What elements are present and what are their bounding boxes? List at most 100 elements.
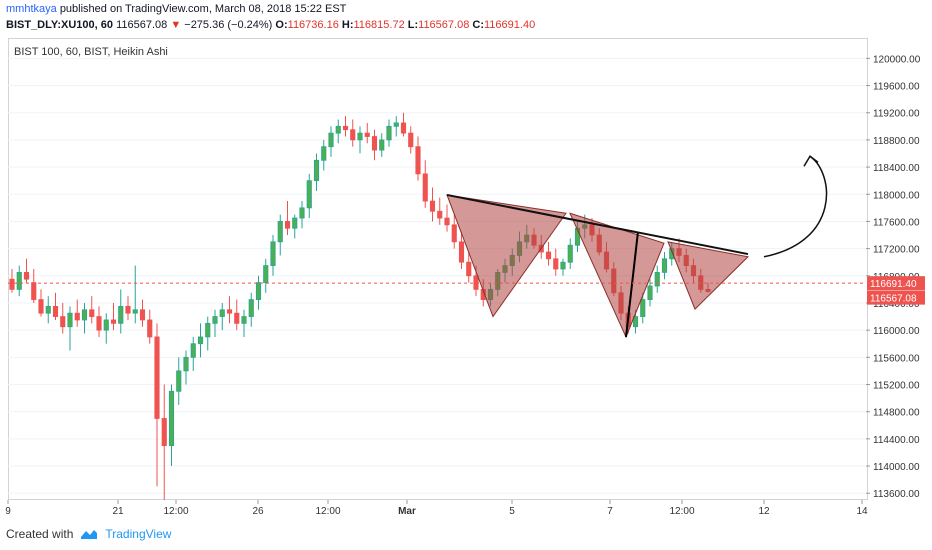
candle-body bbox=[147, 319, 153, 338]
candle-body bbox=[23, 271, 30, 280]
candle-body bbox=[422, 173, 428, 202]
candle-body bbox=[400, 122, 407, 134]
high-label: H: bbox=[341, 19, 354, 31]
candle-body bbox=[277, 221, 283, 243]
y-tick-label: 113600.00 bbox=[873, 489, 920, 500]
candle-body bbox=[81, 309, 88, 321]
candle-body bbox=[451, 224, 457, 243]
ohlc-line: BIST_DLY:XU100, 60 116567.08 ▼ −275.36 (… bbox=[6, 19, 535, 31]
candle-body bbox=[176, 370, 182, 392]
candle-body bbox=[429, 200, 436, 212]
candle-body bbox=[458, 241, 465, 263]
pattern-triangle bbox=[569, 212, 665, 339]
candle-body bbox=[16, 271, 22, 290]
y-tick-label: 118400.00 bbox=[873, 163, 920, 174]
candle-body bbox=[466, 261, 472, 277]
candle-body bbox=[154, 336, 160, 419]
candle-body bbox=[545, 251, 552, 260]
y-tick-label: 115600.00 bbox=[873, 353, 920, 364]
candle-body bbox=[342, 125, 349, 131]
author-link[interactable]: mmhtkaya bbox=[6, 3, 57, 15]
y-tick-label: 115200.00 bbox=[873, 381, 920, 392]
candle-body bbox=[357, 132, 363, 141]
symbol-label: BIST_DLY:XU100, 60 bbox=[6, 19, 113, 31]
y-tick-label: 118000.00 bbox=[873, 190, 920, 201]
y-tick-label: 114000.00 bbox=[873, 462, 920, 473]
price-change: −275.36 (−0.24%) bbox=[184, 19, 273, 31]
candle-body bbox=[553, 258, 559, 270]
candle-body bbox=[408, 132, 414, 148]
y-tick-label: 117200.00 bbox=[873, 245, 920, 256]
candle-body bbox=[328, 132, 334, 148]
candle-body bbox=[110, 319, 117, 324]
candle-body bbox=[168, 390, 175, 447]
candle-body bbox=[560, 261, 566, 270]
y-tick-label: 117600.00 bbox=[873, 217, 920, 228]
candle-body bbox=[437, 210, 443, 219]
low-label: L: bbox=[407, 19, 419, 31]
candle-body bbox=[226, 309, 233, 314]
y-tick-label: 114400.00 bbox=[873, 435, 920, 446]
candle-body bbox=[89, 309, 95, 317]
candle-body bbox=[67, 312, 73, 328]
candle-body bbox=[350, 129, 356, 141]
candle-body bbox=[241, 316, 247, 324]
candle-body bbox=[234, 312, 240, 324]
high-value: 116815.72 bbox=[353, 19, 405, 31]
candle-body bbox=[284, 221, 291, 229]
candle-body bbox=[205, 322, 211, 338]
open-label: O: bbox=[275, 19, 288, 31]
chart-frame bbox=[8, 38, 868, 500]
candle-body bbox=[364, 132, 370, 137]
candle-body bbox=[335, 125, 341, 134]
candle-body bbox=[306, 180, 312, 209]
candle-body bbox=[270, 241, 276, 267]
candle-body bbox=[632, 316, 639, 328]
candle-body bbox=[38, 299, 44, 314]
candle-body bbox=[118, 305, 124, 324]
candle-body bbox=[60, 316, 66, 328]
close-label: C: bbox=[472, 19, 484, 31]
neckline bbox=[446, 193, 749, 256]
x-tick-label: 26 bbox=[252, 506, 264, 517]
candle-body bbox=[183, 356, 189, 372]
chart-legend: BIST 100, 60, BIST, Heikin Ashi bbox=[14, 46, 168, 58]
pattern-triangle bbox=[446, 194, 567, 318]
publish-line: mmhtkaya published on TradingView.com, M… bbox=[6, 3, 346, 15]
candle-body bbox=[161, 418, 167, 447]
x-tick-label: 12 bbox=[758, 506, 770, 517]
candle-body bbox=[371, 136, 378, 151]
candle-body bbox=[197, 336, 204, 345]
candle-body bbox=[263, 265, 269, 283]
candle-body bbox=[640, 299, 646, 317]
candle-body bbox=[219, 309, 225, 317]
arrow-head bbox=[803, 155, 819, 167]
candle-body bbox=[567, 244, 573, 263]
candle-body bbox=[647, 285, 653, 300]
price-tag-label: 116691.40 bbox=[870, 279, 917, 290]
price-tag bbox=[867, 276, 925, 291]
candle-body bbox=[125, 305, 131, 314]
candle-body bbox=[654, 271, 660, 287]
x-tick-label: 7 bbox=[607, 506, 613, 517]
candle-body bbox=[52, 305, 59, 317]
tradingview-brand[interactable]: TradingView bbox=[105, 527, 172, 541]
y-tick-label: 118800.00 bbox=[873, 136, 920, 147]
breakout-arrow bbox=[763, 155, 828, 258]
candle-body bbox=[386, 125, 392, 141]
x-tick-label: 9 bbox=[5, 506, 11, 517]
down-arrow-icon: ▼ bbox=[170, 19, 182, 31]
x-tick-label: 12:00 bbox=[163, 506, 188, 517]
candle-body bbox=[379, 139, 385, 151]
candle-body bbox=[661, 258, 668, 273]
candle-body bbox=[248, 299, 254, 317]
close-value: 116691.40 bbox=[484, 19, 536, 31]
y-tick-label: 120000.00 bbox=[873, 54, 921, 65]
footer: Created with TradingView bbox=[6, 527, 171, 541]
published-text: published on TradingView.com, March 08, … bbox=[59, 3, 347, 15]
candle-body bbox=[473, 275, 479, 290]
candle-body bbox=[139, 309, 146, 321]
candle-body bbox=[292, 217, 298, 229]
candle-body bbox=[393, 122, 399, 127]
